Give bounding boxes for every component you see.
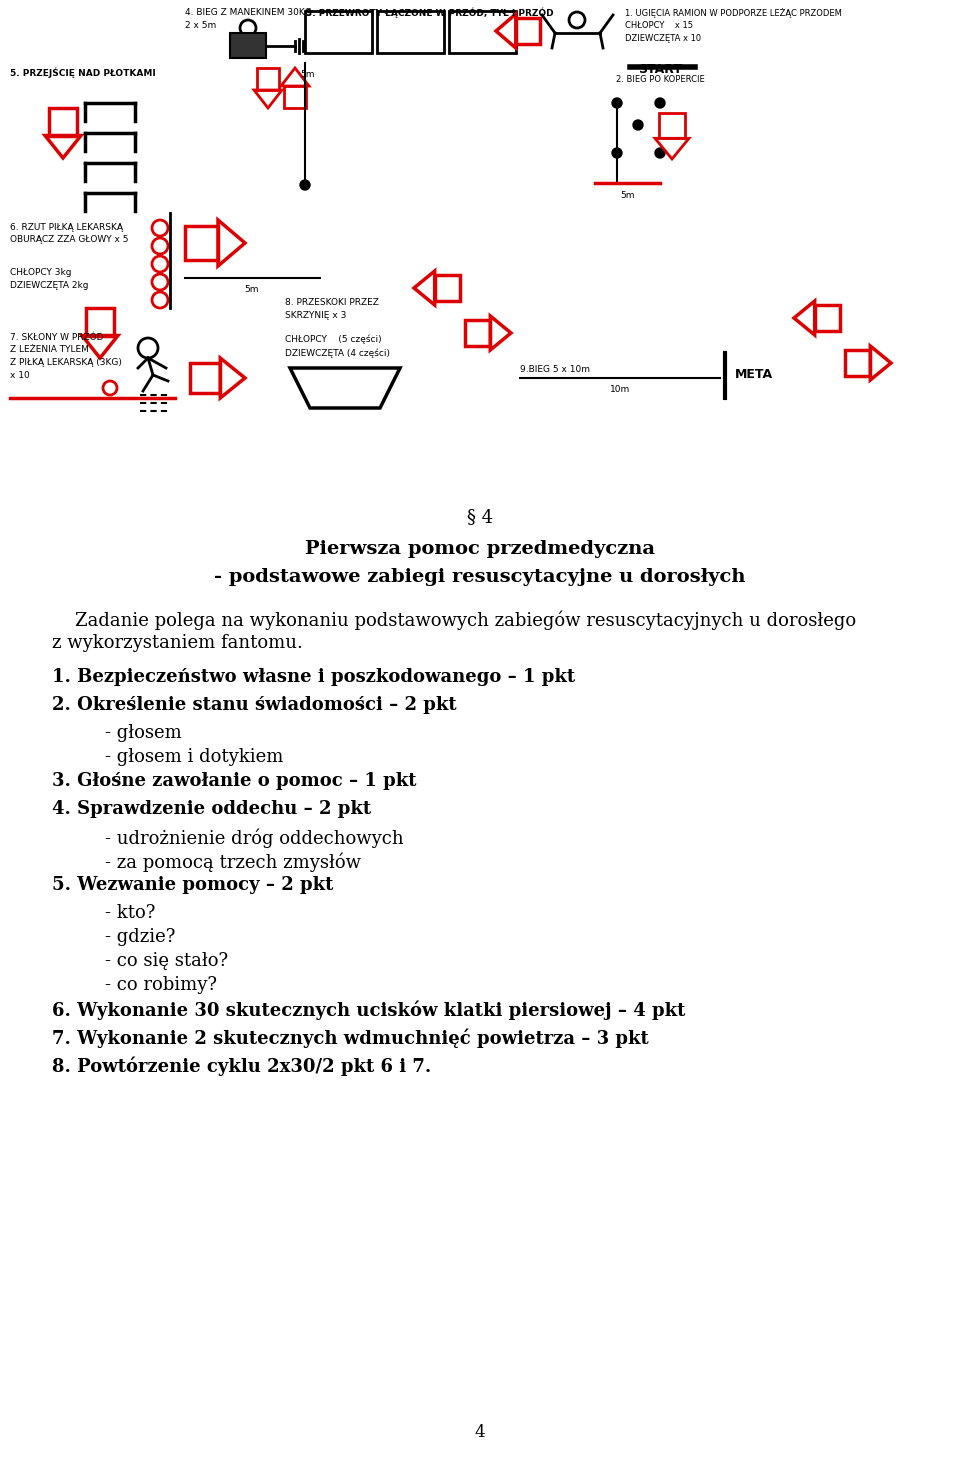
Text: Pierwsza pomoc przedmedyczna: Pierwsza pomoc przedmedyczna <box>305 540 655 557</box>
Text: META: META <box>735 369 773 382</box>
Text: 5m: 5m <box>300 70 315 79</box>
Circle shape <box>655 98 665 108</box>
Text: CHŁOPCY    (5 części)
DZIEWCZĘTA (4 części): CHŁOPCY (5 części) DZIEWCZĘTA (4 części) <box>285 335 390 358</box>
Text: 2. Określenie stanu świadomości – 2 pkt: 2. Określenie stanu świadomości – 2 pkt <box>52 696 457 714</box>
Text: 6. Wykonanie 30 skutecznych ucisków klatki piersiowej – 4 pkt: 6. Wykonanie 30 skutecznych ucisków klat… <box>52 1001 685 1020</box>
Text: - udrożnienie dróg oddechowych: - udrożnienie dróg oddechowych <box>105 828 403 847</box>
Text: - głosem: - głosem <box>105 724 181 742</box>
Text: 4: 4 <box>474 1423 486 1441</box>
Text: 6. RZUT PIŁKĄ LEKARSKĄ
OBURĄCZ ZZA GŁOWY x 5: 6. RZUT PIŁKĄ LEKARSKĄ OBURĄCZ ZZA GŁOWY… <box>10 222 129 244</box>
Text: 4. Sprawdzenie oddechu – 2 pkt: 4. Sprawdzenie oddechu – 2 pkt <box>52 800 372 818</box>
Text: 1. Bezpieczeństwo własne i poszkodowanego – 1 pkt: 1. Bezpieczeństwo własne i poszkodowaneg… <box>52 669 575 686</box>
Text: 5. PRZEJŚCIĘ NAD PŁOTKAMI: 5. PRZEJŚCIĘ NAD PŁOTKAMI <box>10 67 156 79</box>
Text: 3. Głośne zawołanie o pomoc – 1 pkt: 3. Głośne zawołanie o pomoc – 1 pkt <box>52 772 417 790</box>
Circle shape <box>612 148 622 158</box>
Circle shape <box>655 148 665 158</box>
Text: 8. Powtórzenie cyklu 2x30/2 pkt 6 i 7.: 8. Powtórzenie cyklu 2x30/2 pkt 6 i 7. <box>52 1056 431 1075</box>
Circle shape <box>633 120 643 130</box>
Text: - gdzie?: - gdzie? <box>105 928 176 947</box>
Circle shape <box>612 98 622 108</box>
Text: 5m: 5m <box>621 192 636 200</box>
Text: Zadanie polega na wykonaniu podstawowych zabiegów resuscytacyjnych u dorosłego: Zadanie polega na wykonaniu podstawowych… <box>52 610 856 629</box>
Text: 7. SKŁONY W PRZÓD
Z LEŻENIA TYLEM
Z PIŁKĄ LEKARSKĄ (3KG)
x 10: 7. SKŁONY W PRZÓD Z LEŻENIA TYLEM Z PIŁK… <box>10 334 122 379</box>
Text: - podstawowe zabiegi resuscytacyjne u dorosłych: - podstawowe zabiegi resuscytacyjne u do… <box>214 568 746 587</box>
Text: - za pomocą trzech zmysłów: - za pomocą trzech zmysłów <box>105 851 361 872</box>
Text: 7. Wykonanie 2 skutecznych wdmuchnięć powietrza – 3 pkt: 7. Wykonanie 2 skutecznych wdmuchnięć po… <box>52 1028 649 1048</box>
Text: § 4: § 4 <box>467 508 493 527</box>
Circle shape <box>300 180 310 190</box>
Text: CHŁOPCY 3kg
DZIEWCZĘTA 2kg: CHŁOPCY 3kg DZIEWCZĘTA 2kg <box>10 268 88 290</box>
Text: z wykorzystaniem fantomu.: z wykorzystaniem fantomu. <box>52 633 302 652</box>
Text: 4. BIEG Z MANEKINEM 30KG
2 x 5m: 4. BIEG Z MANEKINEM 30KG 2 x 5m <box>185 7 312 29</box>
Text: - głosem i dotykiem: - głosem i dotykiem <box>105 748 283 767</box>
Text: - kto?: - kto? <box>105 904 156 922</box>
Bar <box>377 12 444 53</box>
Bar <box>305 12 372 53</box>
Text: 8. PRZESKOKI PRZEZ
SKRZYNIĘ x 3: 8. PRZESKOKI PRZEZ SKRZYNIĘ x 3 <box>285 298 379 319</box>
Text: 10m: 10m <box>610 385 630 394</box>
Bar <box>230 34 266 59</box>
Text: - co robimy?: - co robimy? <box>105 976 217 993</box>
Text: 3. PRZEWROTY ŁĄCZONE W PRZÓD, TYŁ I PRZÓD: 3. PRZEWROTY ŁĄCZONE W PRZÓD, TYŁ I PRZÓ… <box>306 7 554 19</box>
Text: 9.BIEG 5 x 10m: 9.BIEG 5 x 10m <box>520 364 590 375</box>
Text: 5m: 5m <box>245 285 259 294</box>
Bar <box>449 12 516 53</box>
Text: 1. UGIĘCIA RAMION W PODPORZE LEŻĄC PRZODEM
CHŁOPCY    x 15
DZIEWCZĘTA x 10: 1. UGIĘCIA RAMION W PODPORZE LEŻĄC PRZOD… <box>625 7 842 42</box>
Text: 2. BIEG PO KOPERCIE: 2. BIEG PO KOPERCIE <box>615 75 705 83</box>
Text: - co się stało?: - co się stało? <box>105 952 228 970</box>
Text: START: START <box>638 63 682 76</box>
Text: 5. Wezwanie pomocy – 2 pkt: 5. Wezwanie pomocy – 2 pkt <box>52 876 333 894</box>
